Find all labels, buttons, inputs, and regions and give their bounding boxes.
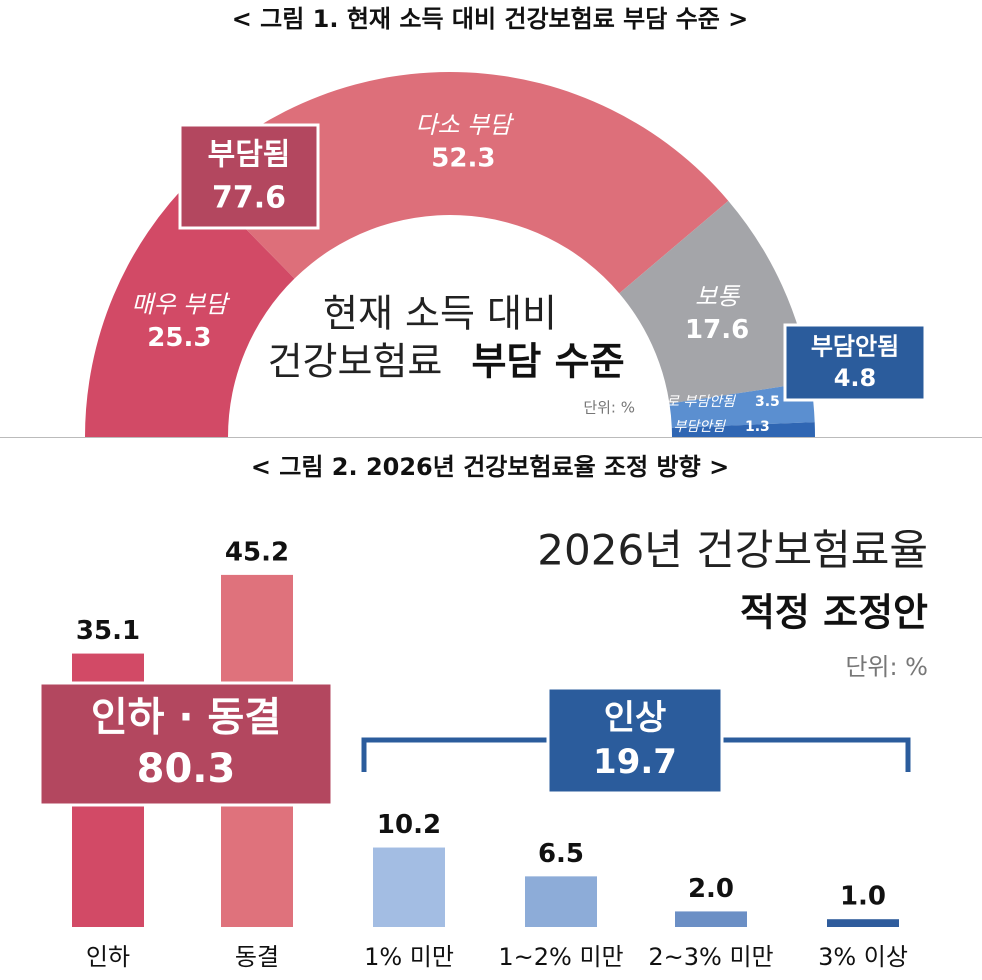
label: 1.0 (840, 882, 886, 912)
label: 매우 부담 (131, 290, 230, 318)
label: 적정 조정안 (740, 591, 928, 635)
bar (827, 919, 899, 927)
label: 1.3 (745, 419, 770, 435)
arc-segment (85, 176, 295, 437)
label: 1% 미만 (364, 943, 454, 971)
label: 52.3 (431, 143, 495, 173)
label: 10.2 (377, 810, 441, 840)
label: 2026년 건강보험료율 (537, 526, 928, 575)
label: < 그림 2. 2026년 건강보험료율 조정 방향 > (251, 453, 729, 481)
bar (675, 911, 747, 927)
arc-segment (194, 71, 729, 294)
label: 2.0 (688, 874, 734, 904)
label: 77.6 (212, 181, 286, 216)
label: 인상 (604, 698, 667, 738)
label: 80.3 (137, 746, 236, 792)
label: 건강보험료 (268, 340, 443, 384)
label: 전혀 부담안됨 (643, 419, 726, 435)
label: 45.2 (225, 537, 289, 567)
arc-segment (671, 422, 815, 437)
label: 부담됨 (208, 137, 291, 172)
label: 인하 · 동결 (91, 695, 281, 741)
bar (373, 847, 445, 927)
label: 3% 이상 (818, 943, 908, 971)
label: 동결 (235, 943, 279, 971)
group-box (178, 123, 320, 230)
label: 별로 부담안됨 (653, 394, 736, 410)
label: 보통 (695, 282, 741, 310)
label: 1~2% 미만 (498, 943, 623, 971)
label: 단위: % (583, 399, 635, 417)
label: 17.6 (685, 315, 749, 345)
group-box (783, 323, 927, 402)
label: 6.5 (538, 839, 584, 869)
group-box (38, 681, 334, 807)
label: 부담 수준 (471, 340, 624, 384)
label: 19.7 (593, 742, 677, 782)
label: 다소 부담 (415, 111, 514, 139)
label: 부담안됨 (811, 333, 899, 361)
label: 단위: % (845, 653, 928, 681)
label: 인하 (86, 943, 130, 971)
label: 4.8 (834, 364, 877, 392)
arc-segment (619, 200, 811, 404)
label: 3.5 (755, 394, 780, 410)
label: 현재 소득 대비 (323, 292, 557, 336)
group-box (546, 686, 724, 795)
label: 2~3% 미만 (648, 943, 773, 971)
label: < 그림 1. 현재 소득 대비 건강보험료 부담 수준 > (232, 5, 749, 33)
bar (525, 876, 597, 927)
label: 35.1 (76, 616, 140, 646)
arc-segment (669, 382, 815, 428)
label: 25.3 (147, 323, 211, 353)
